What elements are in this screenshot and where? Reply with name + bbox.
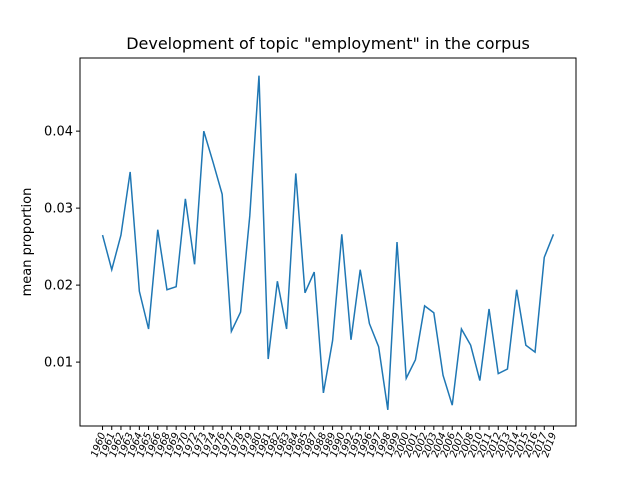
y-tick-label: 0.01 (44, 356, 73, 371)
y-tick-label: 0.02 (44, 279, 73, 294)
y-axis-label: mean proportion (20, 188, 35, 297)
chart-title: Development of topic "employment" in the… (126, 34, 530, 53)
line-series (101, 75, 555, 410)
plot-frame (79, 57, 577, 427)
y-tick-label: 0.04 (44, 125, 73, 140)
y-tick-label: 0.03 (44, 202, 73, 217)
